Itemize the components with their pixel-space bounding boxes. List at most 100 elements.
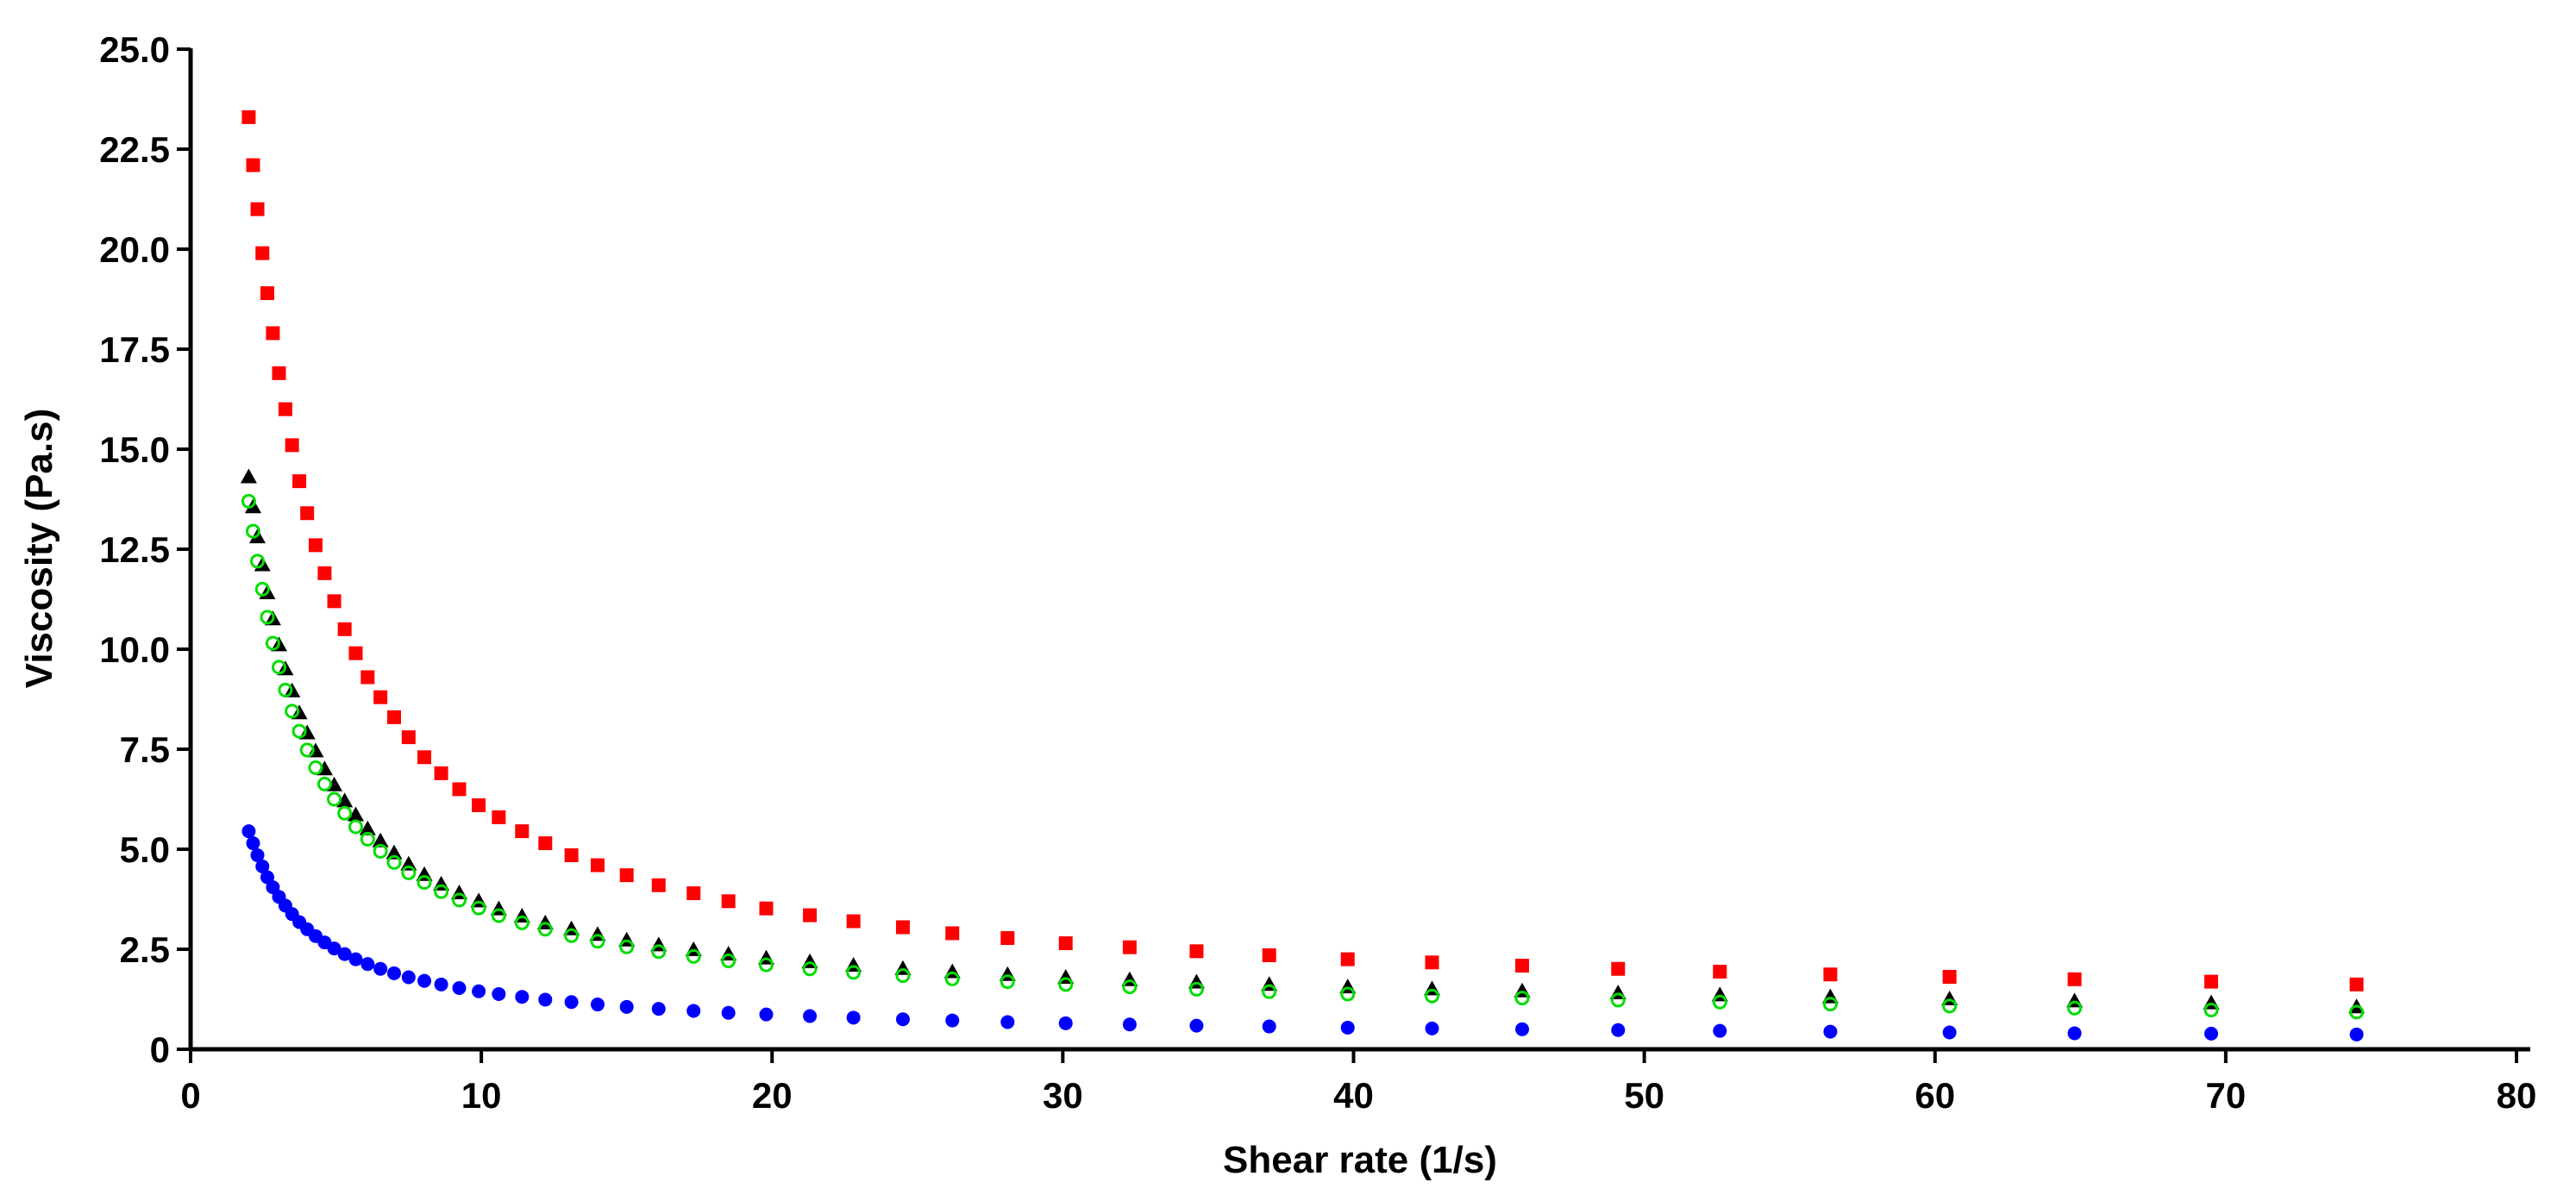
data-point — [492, 986, 506, 1001]
y-tick-label: 5.0 — [120, 829, 170, 870]
data-point — [360, 670, 375, 685]
x-axis-ticks: 0 10 20 30 40 50 60 70 80 — [180, 1049, 2536, 1116]
data-point — [651, 878, 666, 892]
data-point — [348, 646, 363, 660]
data-point — [686, 886, 701, 901]
data-point — [1942, 970, 1957, 985]
data-point — [278, 682, 293, 697]
data-point — [1610, 992, 1626, 1008]
data-point — [254, 581, 270, 597]
data-point — [337, 947, 352, 961]
data-point — [590, 858, 605, 873]
data-point — [373, 690, 388, 704]
data-point — [1515, 959, 1530, 973]
y-tick-label: 10.0 — [99, 629, 170, 670]
data-point — [619, 939, 635, 954]
data-point — [590, 998, 605, 1012]
data-point — [1823, 1024, 1838, 1039]
data-point — [515, 824, 530, 839]
data-point — [538, 992, 553, 1007]
data-point — [1000, 1015, 1015, 1029]
data-point — [564, 995, 579, 1010]
data-point — [452, 782, 467, 797]
data-point — [271, 660, 286, 675]
data-point — [241, 824, 256, 839]
data-point — [241, 493, 256, 509]
data-point — [434, 766, 448, 780]
data-point — [385, 844, 403, 860]
data-point — [515, 990, 530, 1004]
data-point — [895, 1012, 910, 1027]
data-point — [386, 710, 401, 724]
data-point — [945, 926, 960, 941]
data-point — [802, 961, 818, 977]
data-point — [348, 819, 363, 835]
data-point — [250, 848, 265, 862]
data-point — [721, 894, 736, 909]
data-point — [1058, 936, 1073, 951]
data-point — [471, 900, 486, 916]
data-point — [278, 402, 292, 416]
data-point — [360, 831, 375, 847]
data-point — [846, 965, 862, 980]
x-tick-label: 40 — [1333, 1075, 1374, 1116]
data-point — [1340, 1020, 1355, 1035]
data-point — [336, 792, 354, 808]
data-point — [895, 920, 910, 935]
data-point — [1262, 984, 1277, 999]
data-point — [721, 953, 736, 968]
data-point — [1340, 952, 1355, 966]
data-point — [1942, 1025, 1957, 1040]
y-axis-ticks: 0 2.5 5.0 7.5 10.0 12.5 15.0 17.5 20.0 22.5 25.0 — [99, 29, 191, 1070]
data-point — [538, 836, 553, 851]
data-point — [759, 957, 774, 973]
data-point — [759, 901, 774, 916]
data-point — [1122, 940, 1137, 954]
data-point — [401, 865, 417, 880]
data-point — [292, 474, 307, 489]
data-point — [895, 968, 911, 984]
y-axis-title: Viscosity (Pa.s) — [18, 409, 60, 688]
data-point — [2204, 1026, 2219, 1041]
data-point — [2067, 1000, 2083, 1016]
data-point — [686, 1004, 701, 1018]
data-point — [337, 622, 352, 636]
data-point — [2203, 1003, 2219, 1018]
data-point — [1058, 977, 1074, 992]
data-point — [317, 566, 332, 580]
data-point — [452, 981, 467, 996]
x-tick-label: 10 — [461, 1075, 502, 1116]
data-point — [1515, 1022, 1530, 1036]
x-tick-label: 80 — [2497, 1075, 2537, 1116]
data-point — [2067, 1026, 2082, 1041]
data-point — [1058, 1016, 1073, 1030]
data-point — [266, 326, 280, 341]
data-point — [2349, 1027, 2364, 1041]
data-point — [1262, 948, 1276, 962]
y-tick-label: 12.5 — [99, 529, 170, 570]
x-tick-label: 0 — [180, 1075, 200, 1116]
data-point — [945, 1013, 960, 1028]
data-point — [537, 922, 553, 937]
data-point — [846, 1010, 861, 1025]
data-point — [472, 798, 486, 812]
data-point — [452, 892, 467, 908]
data-point — [944, 971, 960, 986]
series-layer — [240, 109, 2366, 1041]
data-point — [619, 999, 634, 1014]
data-point — [721, 1005, 736, 1020]
data-point — [1425, 955, 1439, 970]
data-point — [337, 805, 353, 821]
data-point — [285, 438, 299, 453]
data-point — [491, 908, 506, 923]
data-point — [1122, 979, 1138, 995]
data-point — [514, 915, 530, 930]
data-point — [1514, 991, 1530, 1006]
data-point — [245, 523, 260, 539]
x-tick-label: 60 — [1915, 1075, 1955, 1116]
series-triangle — [240, 468, 2366, 1014]
data-point — [1340, 986, 1356, 1002]
data-point — [2349, 977, 2364, 991]
data-point — [401, 730, 416, 745]
